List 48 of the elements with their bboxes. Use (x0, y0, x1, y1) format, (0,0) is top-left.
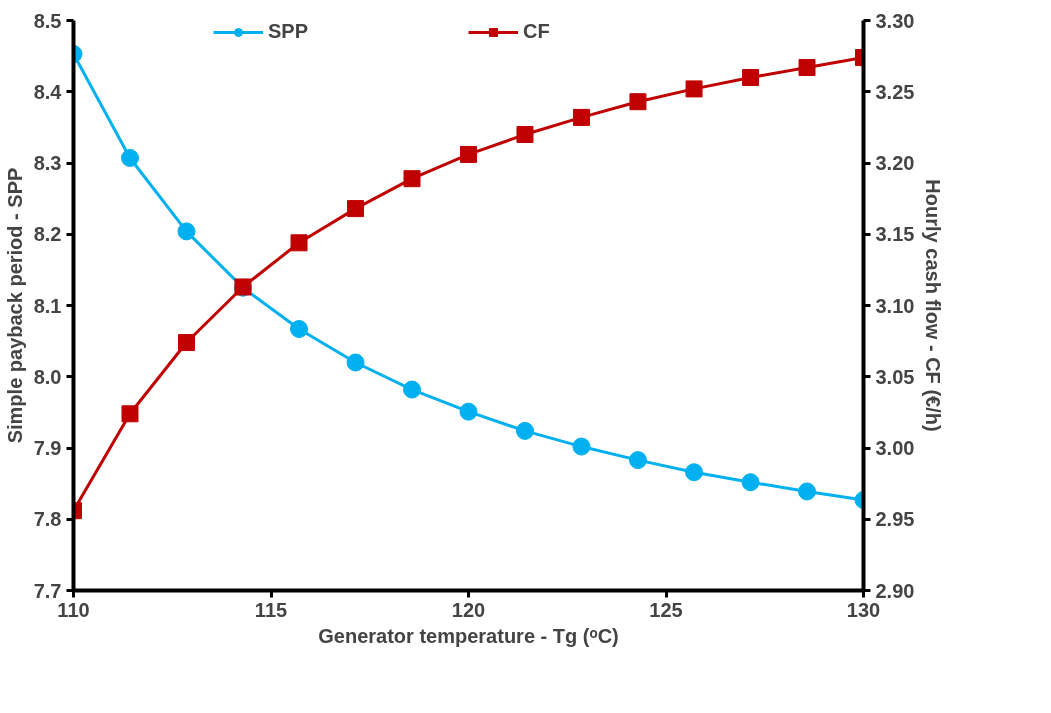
y-tick-label: 8.5 (33, 9, 62, 32)
y-tick-label: 7.9 (33, 437, 62, 459)
y2-tick-label: 3.05 (875, 365, 915, 388)
legend-label: SPP (268, 20, 310, 43)
point (403, 380, 422, 399)
y2-tick-label: 2.95 (875, 508, 915, 531)
y2-tick-label: 3.30 (875, 9, 915, 32)
point (460, 145, 477, 163)
point (516, 126, 534, 143)
y2-tick-label: 3.10 (875, 294, 915, 317)
x-axis-title: Generator temperature - Tg (ᵒC) (318, 624, 619, 647)
point (121, 405, 139, 423)
y2-axis-title: Hourly cash flow - CF (€/h) (922, 179, 945, 432)
y2-tick-label: 3.25 (875, 80, 915, 103)
y-axis-title: Simple payback period - SPP (3, 167, 26, 444)
point (347, 200, 365, 218)
y-tick-label: 8.0 (33, 365, 62, 388)
point (290, 320, 309, 338)
point (403, 170, 421, 188)
point (685, 463, 704, 482)
point (346, 353, 365, 372)
x-tick-label: 120 (451, 598, 486, 621)
point (742, 69, 760, 86)
point (572, 108, 590, 126)
y2-tick-label: 3.00 (875, 437, 915, 459)
point (290, 234, 308, 252)
point (177, 222, 196, 241)
x-tick-label: 115 (254, 598, 288, 621)
point (685, 80, 703, 98)
point (572, 437, 591, 456)
point (628, 451, 647, 470)
point (798, 482, 817, 501)
point (120, 149, 139, 167)
y-tick-label: 8.2 (33, 223, 62, 246)
y-tick-label: 8.4 (33, 80, 63, 103)
y-tick-label: 8.3 (33, 152, 62, 174)
y2-tick-label: 3.15 (875, 223, 915, 246)
y-tick-label: 7.8 (33, 508, 62, 531)
legend-label: CF (523, 20, 551, 43)
point (515, 421, 534, 440)
x-tick-label: 125 (649, 598, 683, 621)
point (798, 59, 816, 77)
y-tick-label: 8.1 (33, 294, 62, 317)
point (629, 93, 647, 111)
y2-tick-label: 3.20 (875, 152, 915, 174)
point (459, 402, 478, 421)
point (741, 473, 760, 492)
point (177, 334, 195, 352)
